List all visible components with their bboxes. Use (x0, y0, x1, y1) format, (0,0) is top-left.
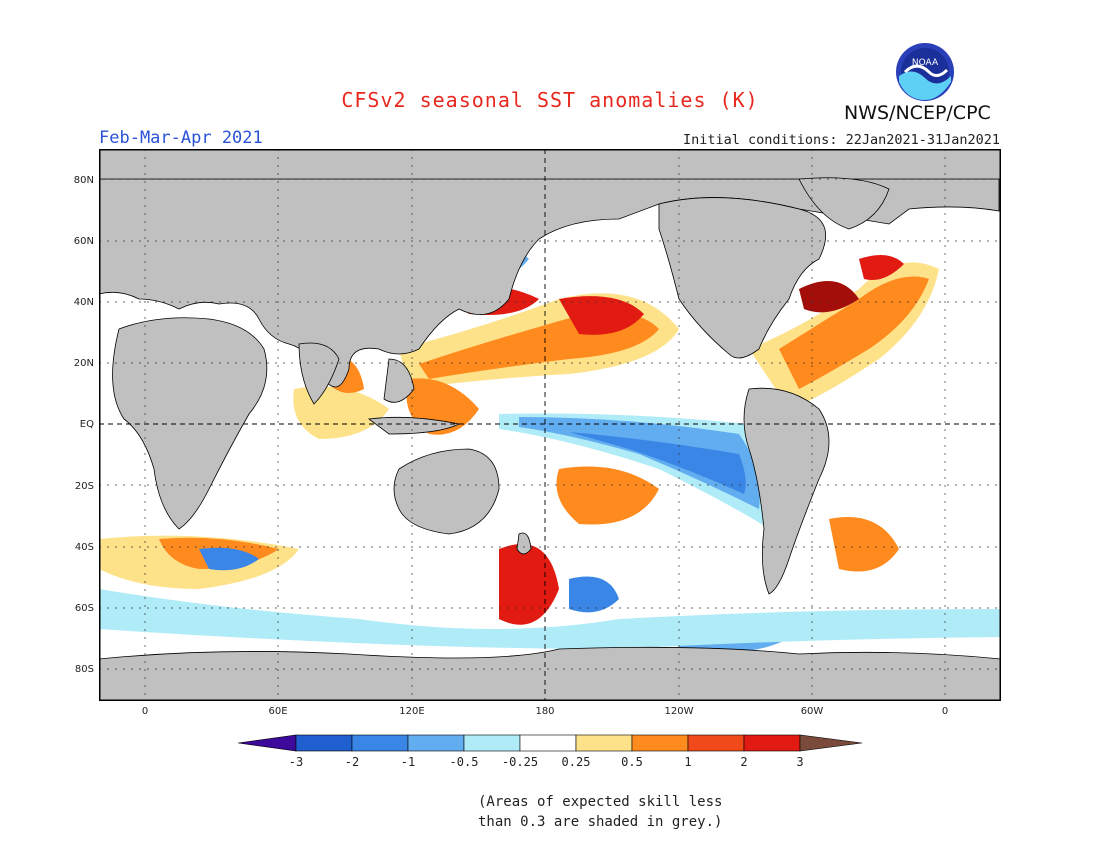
lon-label: 180 (535, 706, 555, 717)
colorbar-max-arrow (799, 734, 863, 752)
lat-label: 20S (74, 481, 94, 492)
noaa-logo: NOAA (896, 43, 954, 101)
lat-label: 40S (74, 542, 94, 553)
lon-label: 120E (399, 706, 425, 717)
colorbar-tick: -2 (344, 755, 360, 769)
colorbar-tick: 0.5 (621, 755, 643, 769)
sst-anomaly-map (99, 149, 1001, 701)
colorbar-tick: -3 (288, 755, 304, 769)
colorbar-swatch (463, 734, 521, 752)
colorbar-swatch (351, 734, 409, 752)
lat-label: 60N (73, 236, 94, 247)
lat-label: EQ (79, 419, 94, 430)
organization-label: NWS/NCEP/CPC (844, 102, 991, 124)
colorbar-min-arrow (238, 734, 297, 752)
colorbar-tick: 3 (796, 755, 804, 769)
colorbar-swatch (631, 734, 689, 752)
lon-label: 0 (141, 706, 149, 717)
colorbar-swatch (407, 734, 465, 752)
colorbar-tick: 0.25 (561, 755, 591, 769)
initial-conditions-label: Initial conditions: 22Jan2021-31Jan2021 (683, 132, 1000, 148)
anomaly-fields (99, 195, 1001, 654)
colorbar-swatch (743, 734, 801, 752)
lat-label: 40N (73, 297, 94, 308)
lat-label: 60S (74, 603, 94, 614)
skill-note: (Areas of expected skill less than 0.3 a… (478, 792, 722, 832)
lat-label: 20N (73, 358, 94, 369)
lon-label: 60E (268, 706, 288, 717)
colorbar-tick: -1 (400, 755, 416, 769)
chart-title: CFSv2 seasonal SST anomalies (K) (341, 88, 759, 112)
lon-label: 60W (800, 706, 824, 717)
lon-label: 120W (664, 706, 694, 717)
colorbar-tick: -0.5 (449, 755, 479, 769)
skill-note-line: (Areas of expected skill less (478, 794, 723, 810)
colorbar (238, 734, 863, 752)
lat-label: 80N (73, 175, 94, 186)
land-masses (99, 149, 1001, 701)
lat-label: 80S (74, 664, 94, 675)
colorbar-swatch (687, 734, 745, 752)
colorbar-tick: 1 (684, 755, 692, 769)
lon-label: 0 (941, 706, 949, 717)
colorbar-swatch (295, 734, 353, 752)
season-label: Feb-Mar-Apr 2021 (99, 128, 263, 148)
colorbar-tick: 2 (740, 755, 748, 769)
colorbar-swatch (575, 734, 633, 752)
colorbar-swatch (519, 734, 577, 752)
colorbar-tick: -0.25 (501, 755, 539, 769)
skill-note-line: than 0.3 are shaded in grey.) (478, 814, 723, 830)
map-frame (99, 149, 1001, 701)
equator-dateline (99, 149, 1001, 701)
logo-text: NOAA (912, 58, 939, 68)
